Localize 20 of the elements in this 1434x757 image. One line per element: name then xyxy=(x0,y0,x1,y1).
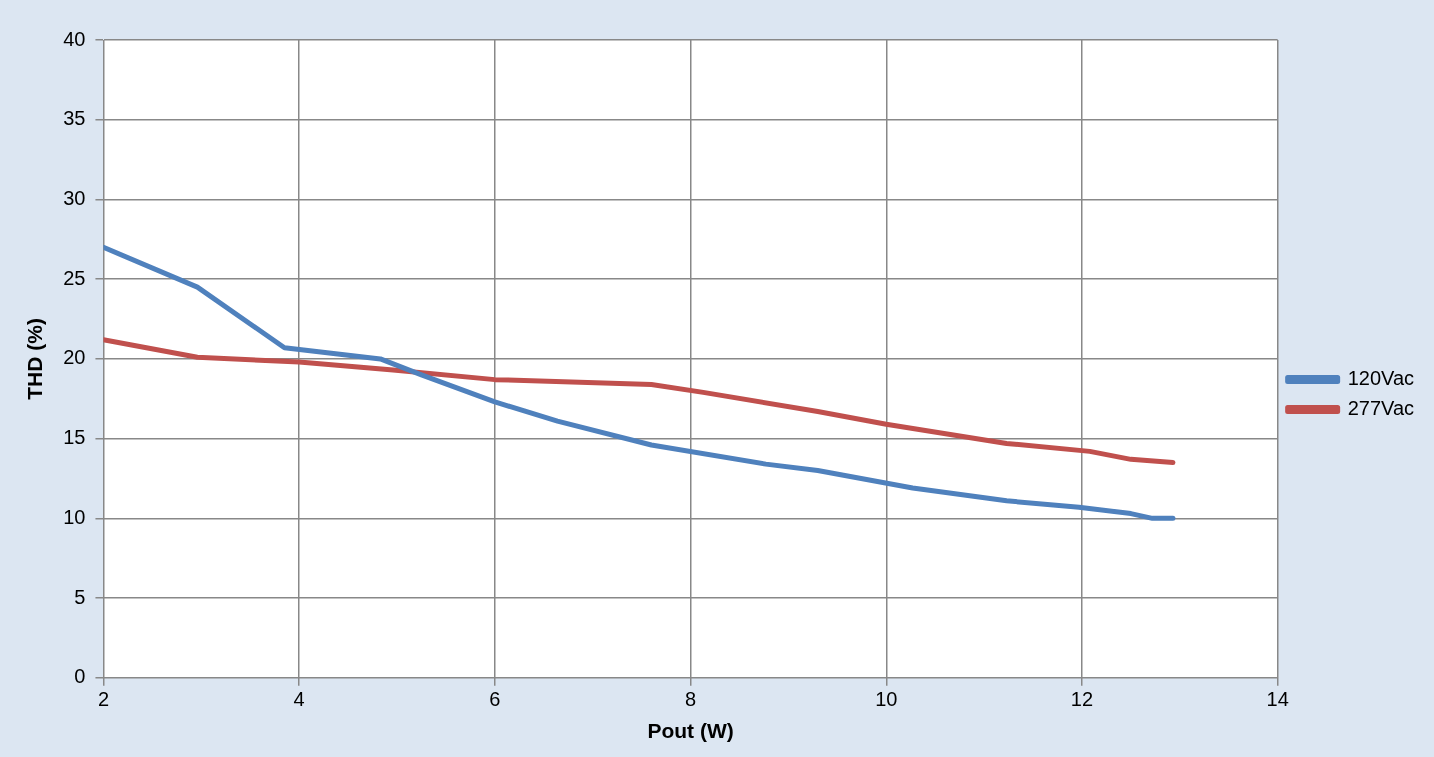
x-tick-label: 6 xyxy=(489,688,501,711)
y-tick-label: 20 xyxy=(63,346,86,369)
x-tick-label: 8 xyxy=(684,688,697,711)
y-tick-label: 15 xyxy=(63,426,86,449)
x-tick-label: 14 xyxy=(1266,688,1289,711)
y-tick-label: 40 xyxy=(63,27,86,50)
y-tick-label: 10 xyxy=(63,505,86,528)
x-axis-title: Pout (W) xyxy=(647,719,734,743)
y-tick-label: 25 xyxy=(63,266,86,289)
y-axis-title: THD (%) xyxy=(23,318,47,400)
y-tick-label: 35 xyxy=(63,107,86,130)
y-tick-label: 30 xyxy=(63,186,86,209)
x-tick-label: 4 xyxy=(293,688,305,711)
x-tick-label: 10 xyxy=(875,688,898,711)
legend-label: 120Vac xyxy=(1347,367,1415,390)
x-tick-label: 12 xyxy=(1070,688,1094,711)
y-tick-label: 0 xyxy=(74,665,86,688)
y-tick-label: 5 xyxy=(74,585,86,608)
legend-label: 277Vac xyxy=(1347,397,1415,420)
x-tick-label: 2 xyxy=(97,688,110,711)
